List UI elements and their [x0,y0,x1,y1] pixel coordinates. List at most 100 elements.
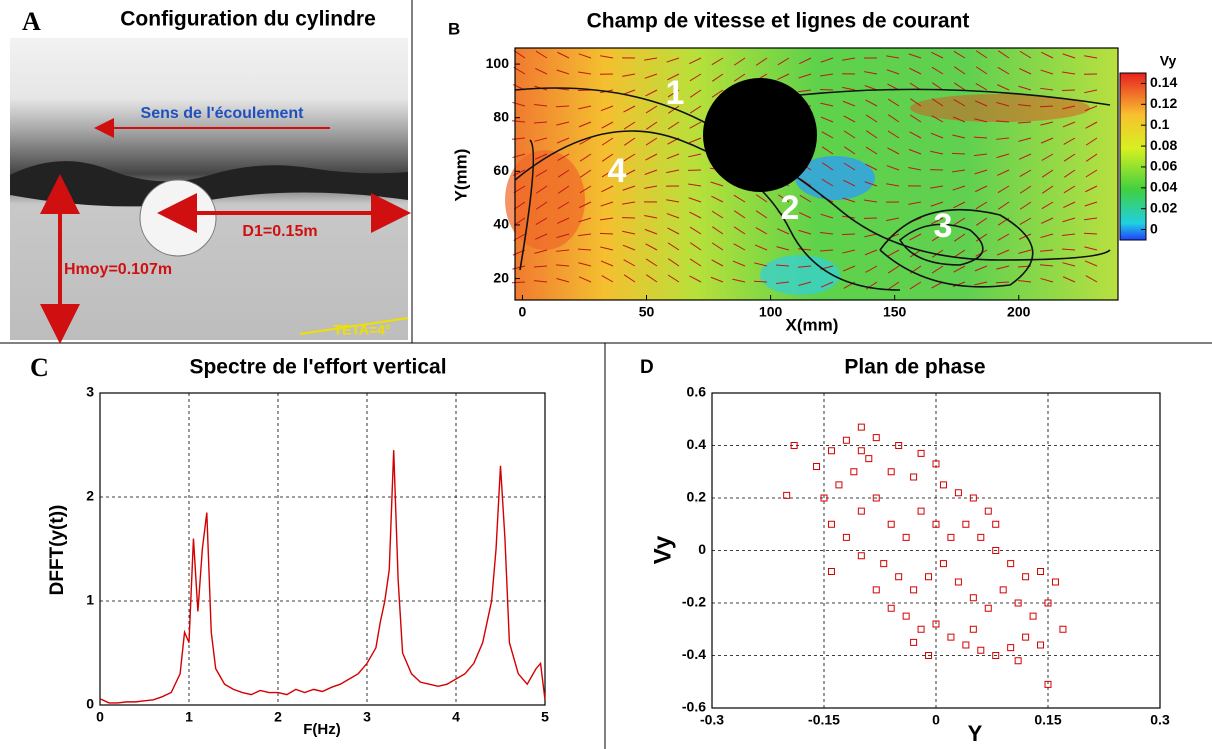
flow-vector [645,89,658,97]
flow-vector [974,169,988,175]
flow-vector [1062,276,1076,283]
flow-vector [1041,169,1054,178]
y-tick-label: 1 [86,592,94,608]
y-tick-label: 0 [698,541,706,557]
flow-vector [996,153,1010,159]
flow-vector [974,100,988,107]
scatter-point [1037,641,1045,649]
x-tick-label: 4 [452,709,460,725]
scatter-point [1029,612,1037,620]
scatter-point [1022,633,1030,641]
x-tick-label: 0.3 [1150,712,1170,728]
flow-vector [798,212,812,219]
field-patch [795,156,875,200]
flow-vector [600,105,614,112]
field-patch [505,150,585,250]
scatter-point [887,604,895,612]
flow-vector [798,73,812,79]
flow-vector [1040,137,1054,144]
flow-vector [579,137,592,145]
scatter-point [917,507,925,515]
x-axis-label: X(mm) [786,315,839,334]
scatter-point [947,633,955,641]
y-axis-label: Vy [649,535,676,564]
colorbar-tick-label: 0.12 [1150,95,1177,111]
flow-vector [997,66,1010,75]
scatter-point [969,625,977,633]
flow-vector [601,275,614,283]
flow-vector [579,153,592,162]
flow-vector [1062,217,1076,223]
scatter-point [887,520,895,528]
scatter-point [827,447,835,455]
scatter-point [783,491,791,499]
flow-vector [997,201,1010,210]
flow-vector [931,82,944,91]
colorbar-tick-label: 0.1 [1150,116,1170,132]
flow-vector [645,243,658,251]
scatter-point [1014,599,1022,607]
flow-vector [534,249,548,254]
flow-vector [1019,169,1032,178]
flow-vector [667,258,680,267]
panel-title: Plan de phase [844,356,985,379]
flow-vector [622,185,636,191]
flow-vector [623,137,636,146]
scatter-point [910,473,918,481]
field-patch [760,255,840,295]
x-tick-label: 3 [363,709,371,725]
flow-vector [667,121,680,130]
flow-vector [534,265,548,268]
flow-vector [556,278,570,283]
flow-vector [667,242,680,251]
flow-vector [1063,169,1076,178]
scatter-point [857,447,865,455]
colorbar-tick-label: 0.14 [1150,74,1177,90]
y-tick-label: -0.4 [682,646,706,662]
flow-vector [1018,153,1032,160]
flow-vector [733,194,746,203]
flow-vector [600,246,614,251]
flow-vector [1019,50,1032,59]
y-tick-label: 80 [493,108,509,124]
water-surface [10,161,408,207]
flow-vector [666,57,680,63]
flow-vector [1085,275,1098,283]
flow-vector [578,71,592,75]
plot-frame [711,392,1161,709]
cylinder [703,78,817,192]
flow-vector [666,199,680,203]
flow-vector [556,137,570,144]
flow-vector [666,153,680,160]
flow-vector [1085,121,1098,129]
x-tick-label: 0 [96,709,104,725]
flow-vector [843,179,856,187]
flow-vector [843,115,856,123]
scatter-point [865,455,873,463]
flow-vector [1018,233,1032,240]
scatter-point [857,423,865,431]
flow-vector [931,98,944,107]
flow-vector [820,281,834,288]
flow-vector [1041,185,1054,194]
flow-vector [512,120,526,123]
colorbar-tick-label: 0.08 [1150,137,1177,153]
flow-vector [623,169,636,177]
flow-vector [535,169,548,178]
flow-vector [996,249,1010,256]
flow-vector [534,104,548,107]
scatter-point [947,533,955,541]
y-tick-label: 0.2 [687,489,707,505]
flow-vector [953,66,966,75]
flow-vector [973,136,988,139]
flow-vector [975,50,988,59]
flow-vector [579,185,592,194]
scatter-point [999,586,1007,594]
colorbar-tick-label: 0 [1150,220,1158,236]
flow-vector [711,226,724,235]
flow-vector [1019,68,1032,75]
flow-vector [909,281,922,290]
flow-vector [841,233,856,236]
flow-vector [777,194,790,203]
flow-vector [931,217,944,225]
